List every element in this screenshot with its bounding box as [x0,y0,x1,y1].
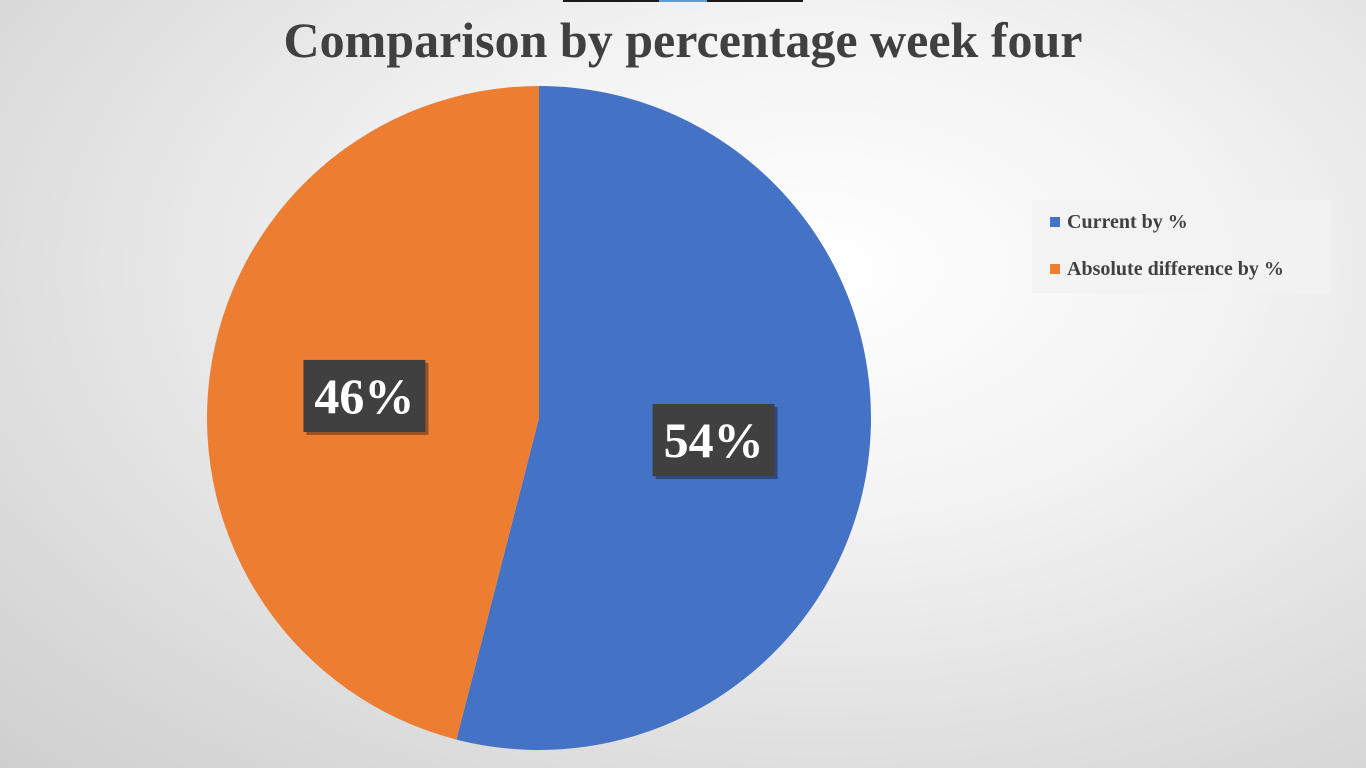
legend-label-absolute-difference: Absolute difference by % [1067,257,1284,280]
legend-swatch-current [1050,217,1060,227]
data-label-text: 54% [664,412,764,468]
legend-label-current: Current by % [1067,210,1188,233]
chart-title: Comparison by percentage week four [283,12,1083,68]
data-label-text: 46% [314,368,414,424]
chart-legend: Current by % Absolute difference by % [1032,200,1331,293]
legend-swatch-absolute-difference [1050,264,1060,274]
pie-data-labels: 54% 46% [303,359,778,480]
data-label-background [303,359,426,432]
data-label-absolute-difference: 46% [303,359,429,435]
top-decoration-strip [563,0,803,2]
legend-item-current: Current by % [1050,209,1331,235]
data-label-background [652,404,775,477]
legend-item-absolute-difference: Absolute difference by % [1050,256,1331,282]
top-decoration-accent [659,0,707,2]
data-label-current: 54% [652,404,778,480]
